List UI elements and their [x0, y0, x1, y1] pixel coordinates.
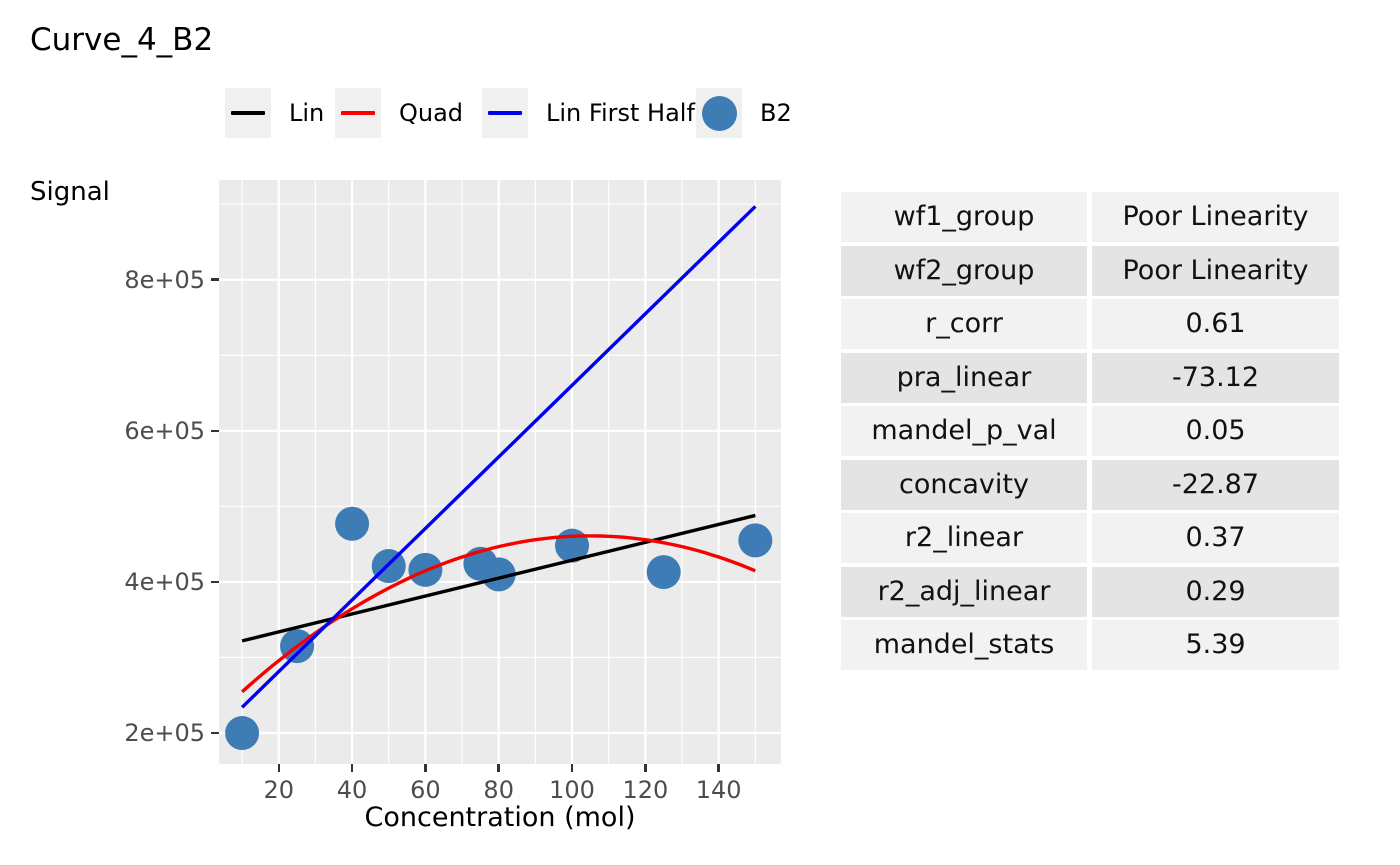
stat-name: mandel_p_val [841, 406, 1087, 456]
stat-name: r2_linear [841, 513, 1087, 563]
legend-label: Lin First Half [546, 99, 695, 127]
data-point [335, 506, 370, 541]
table-row-wf1_group: wf1_group Poor Linearity [841, 192, 1339, 242]
legend-line-swatch [335, 88, 381, 138]
x-tick-label: 140 [695, 776, 742, 804]
table-row-r2_adj_linear: r2_adj_linear 0.29 [841, 566, 1339, 617]
data-point [738, 523, 773, 558]
stat-name: pra_linear [841, 352, 1087, 403]
stat-value: -73.12 [1092, 352, 1339, 403]
legend-item-quad: Quad [335, 88, 463, 138]
y-tick-label: 4e+05 [124, 567, 205, 596]
stat-value: 0.61 [1092, 299, 1339, 349]
legend-line-swatch [225, 88, 271, 138]
legend-label: B2 [760, 99, 792, 127]
scatter-plot [219, 180, 781, 764]
data-point [481, 557, 516, 592]
y-tick-label: 8e+05 [124, 265, 205, 294]
legend-item-b2: B2 [696, 88, 792, 138]
stat-name: r_corr [841, 299, 1087, 349]
table-row-mandel_p_val: mandel_p_val 0.05 [841, 406, 1339, 456]
x-tick-label: 100 [549, 776, 595, 804]
x-tick-label: 80 [483, 776, 514, 804]
plot-panel [219, 180, 781, 764]
legend-label: Lin [289, 99, 325, 127]
stat-name: concavity [841, 459, 1087, 510]
legend-label: Quad [399, 99, 464, 127]
x-tick-mark [717, 764, 720, 772]
y-tick-mark [211, 429, 219, 433]
x-tick-mark [497, 764, 500, 772]
stat-value: Poor Linearity [1092, 192, 1339, 242]
line-sample-icon [231, 111, 265, 115]
table-row-r2_linear: r2_linear 0.37 [841, 513, 1339, 563]
legend-item-lin: Lin [225, 88, 324, 138]
stat-value: 5.39 [1092, 620, 1339, 670]
x-tick-label: 60 [410, 776, 441, 804]
legend-item-lin-first-half: Lin First Half [482, 88, 695, 138]
data-point [646, 555, 681, 590]
y-tick-mark [211, 580, 219, 584]
stat-value: 0.05 [1092, 406, 1339, 456]
legend-point-swatch [696, 88, 742, 138]
x-tick-label: 120 [622, 776, 669, 804]
stat-value: Poor Linearity [1092, 245, 1339, 296]
x-tick-mark [570, 764, 574, 772]
x-tick-label: 20 [263, 776, 295, 804]
table-row-r_corr: r_corr 0.61 [841, 299, 1339, 349]
y-tick-mark [211, 278, 219, 281]
x-tick-mark [644, 764, 647, 772]
chart-title: Curve_4_B2 [30, 22, 214, 58]
stat-name: wf2_group [841, 245, 1087, 296]
stat-name: wf1_group [841, 192, 1087, 242]
x-tick-mark [350, 764, 354, 772]
circle-marker-icon [701, 95, 737, 131]
x-tick-label: 40 [336, 776, 368, 804]
x-tick-mark [277, 764, 280, 772]
stat-value: 0.29 [1092, 566, 1339, 617]
stats-table: wf1_group Poor Linearity wf2_group Poor Lin… [841, 192, 1339, 674]
table-row-mandel_stats: mandel_stats 5.39 [841, 620, 1339, 670]
legend-line-swatch [482, 88, 528, 138]
y-axis-title: Signal [30, 177, 110, 207]
y-tick-label: 2e+05 [124, 719, 205, 748]
stat-name: r2_adj_linear [841, 566, 1087, 617]
stat-value: -22.87 [1092, 459, 1339, 510]
line-sample-icon [488, 111, 522, 115]
table-row-concavity: concavity -22.87 [841, 459, 1339, 510]
y-tick-mark [211, 731, 219, 735]
fit-line-lin [241, 513, 756, 643]
fit-line-lin-first-half [240, 205, 757, 709]
stat-value: 0.37 [1092, 513, 1339, 563]
y-tick-label: 6e+05 [124, 416, 205, 445]
stat-name: mandel_stats [841, 620, 1087, 670]
line-sample-icon [341, 111, 375, 115]
x-axis-title: Concentration (mol) [364, 802, 636, 833]
x-tick-mark [424, 764, 427, 772]
data-point [225, 716, 260, 751]
table-row-pra_linear: pra_linear -73.12 [841, 352, 1339, 403]
table-row-wf2_group: wf2_group Poor Linearity [841, 245, 1339, 296]
